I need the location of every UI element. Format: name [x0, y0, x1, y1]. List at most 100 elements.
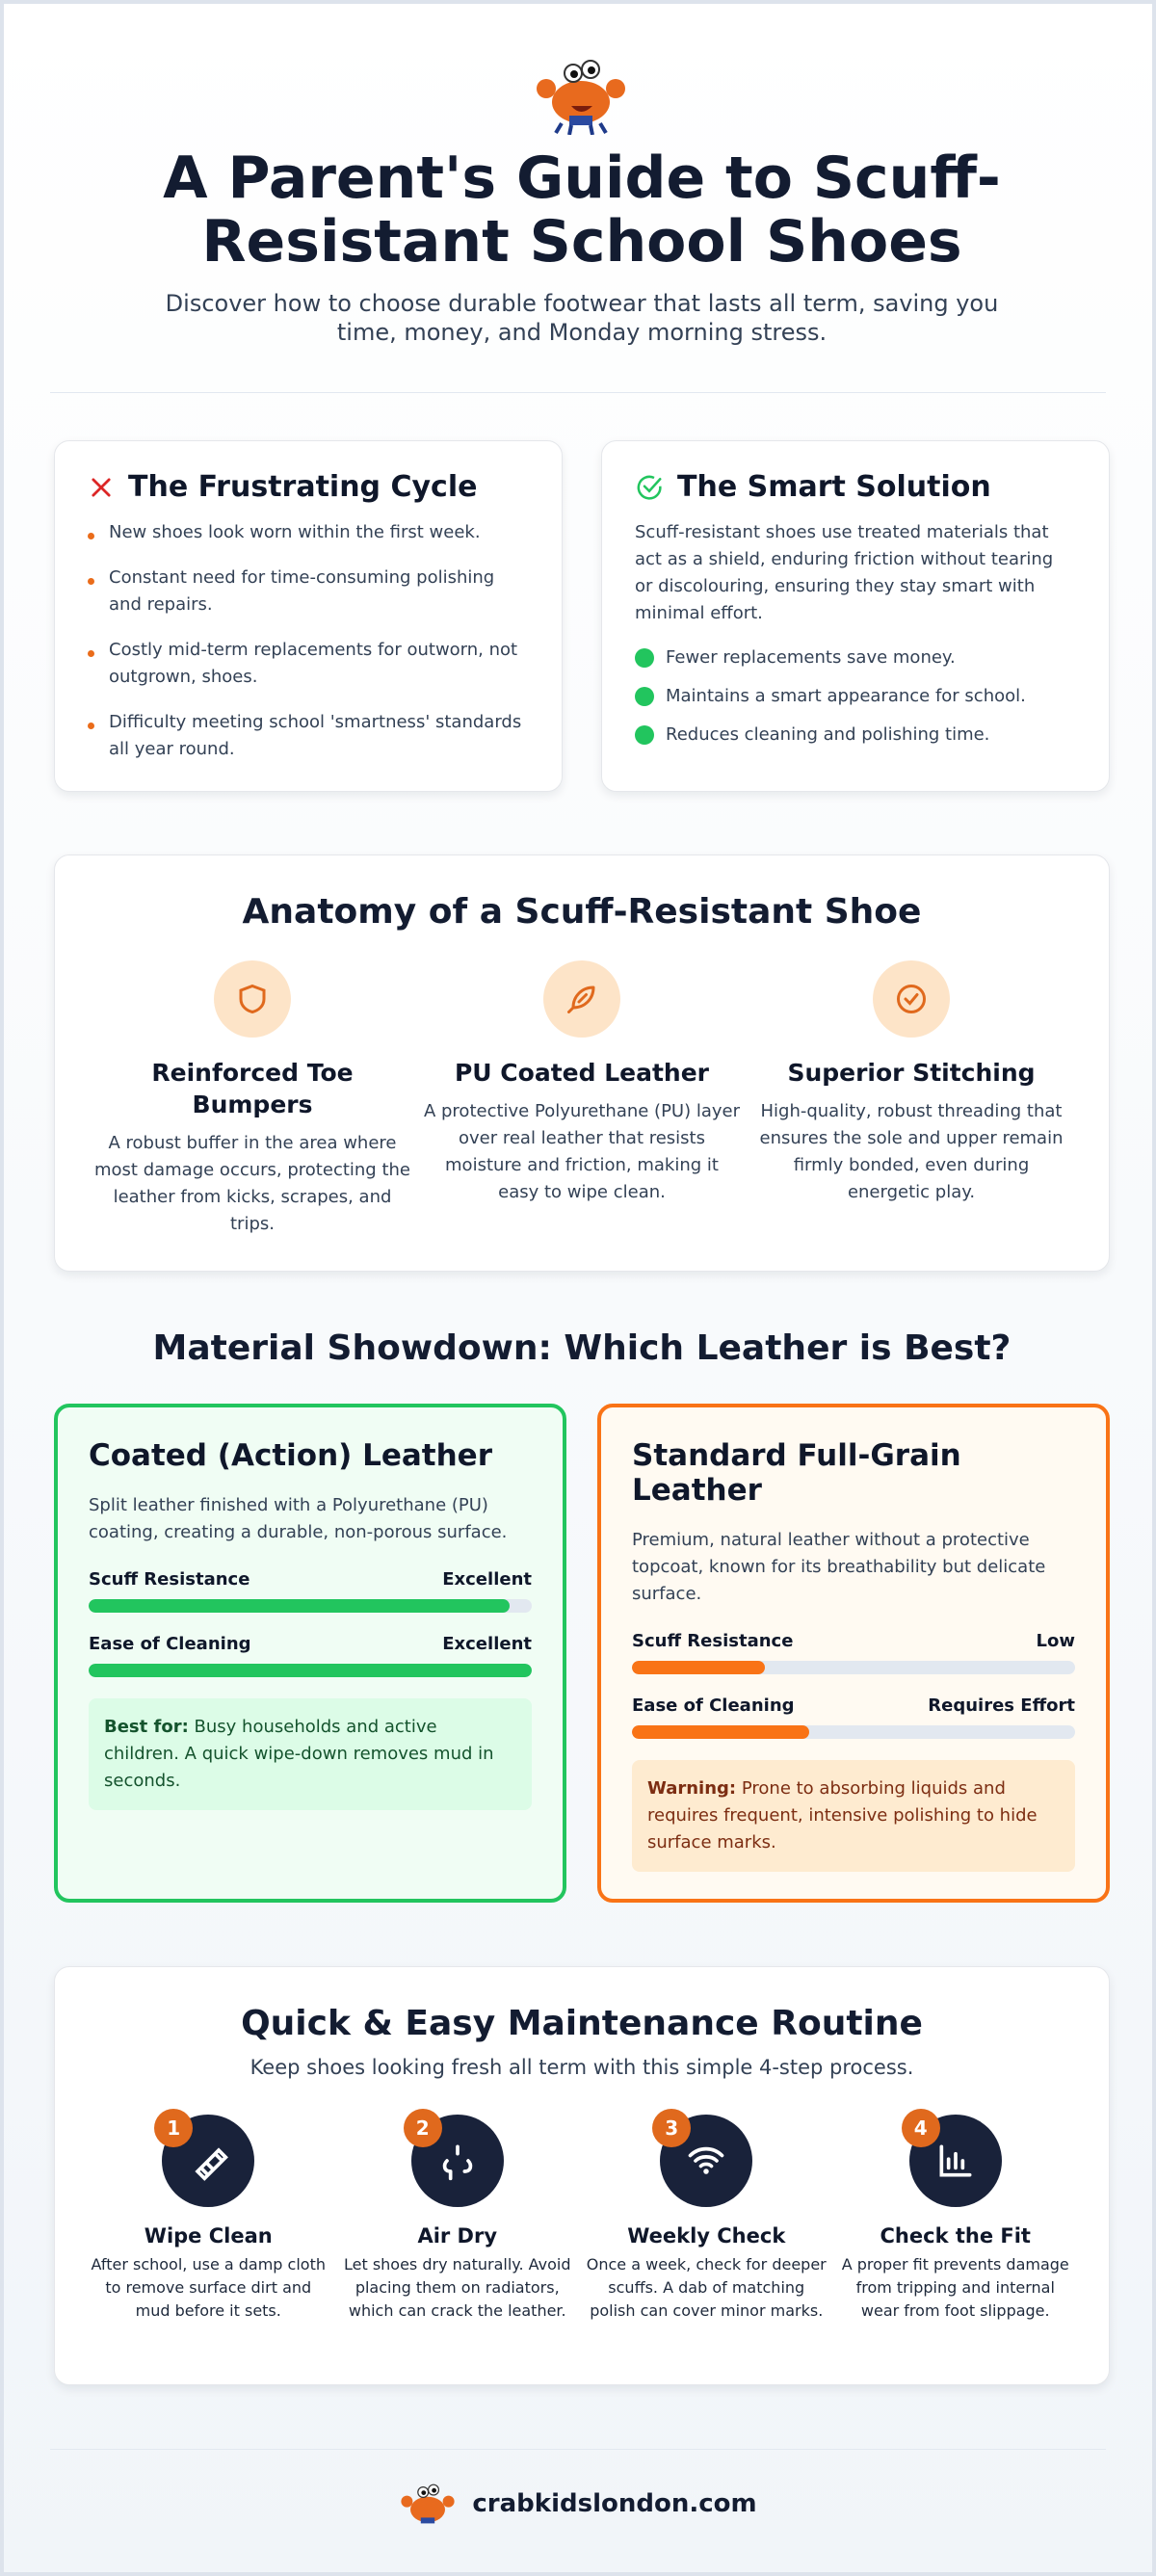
maintenance-subtitle: Keep shoes looking fresh all term with t… [250, 2056, 914, 2079]
solution-text: Scuff-resistant shoes use treated materi… [635, 522, 1054, 623]
solution-title: The Smart Solution [677, 470, 991, 504]
problem-item: Constant need for time-consuming polishi… [88, 565, 529, 618]
material-card: Standard Full-Grain Leather Premium, natu… [597, 1404, 1110, 1903]
problem-item: Costly mid-term replacements for outworn… [88, 637, 529, 691]
feature: Superior Stitching High-quality, robust … [752, 960, 1070, 1238]
problem-heading: The Frustrating Cycle [88, 470, 529, 504]
step-icon: 1 [154, 2109, 255, 2207]
step-title: Air Dry [417, 2224, 498, 2247]
note-text: Busy households and active children. A q… [104, 1717, 494, 1791]
step-text: After school, use a damp cloth to remove… [91, 2255, 326, 2320]
anatomy-card: Anatomy of a Scuff-Resistant Shoe Reinfo… [54, 854, 1110, 1272]
metric-rating: Requires Effort [928, 1695, 1075, 1716]
showdown-title: Material Showdown: Which Leather is Best… [152, 1328, 1012, 1368]
check-icon [637, 475, 662, 500]
feature-text: A robust buffer in the area where most d… [93, 1133, 410, 1234]
feature-icon [214, 960, 291, 1038]
problem-list: New shoes look worn within the first wee… [88, 519, 529, 763]
subtitle: Discover how to choose durable footwear … [165, 290, 999, 346]
step-icon: 3 [652, 2109, 753, 2207]
step-icon: 4 [901, 2109, 1002, 2207]
solution-heading: The Smart Solution [635, 470, 1076, 504]
step-title: Check the Fit [880, 2224, 1031, 2247]
note: Best for: Busy households and active chi… [89, 1698, 532, 1810]
x-icon [92, 477, 111, 497]
metric-rating: Excellent [442, 1634, 532, 1654]
solution-item: Reduces cleaning and polishing time. [635, 722, 1076, 749]
step-title: Wipe Clean [144, 2224, 273, 2247]
metric-row: Scuff Resistance Low [632, 1631, 1075, 1651]
step-icon: 2 [403, 2109, 504, 2207]
step-number: 4 [901, 2109, 940, 2147]
footer: crabkidslondon.com [4, 2478, 1152, 2530]
material-text: Premium, natural leather without a prote… [632, 1530, 1046, 1604]
metric-row: Ease of Cleaning Requires Effort [632, 1695, 1075, 1716]
problem-card: The Frustrating Cycle New shoes look wor… [54, 440, 563, 792]
anatomy-title: Anatomy of a Scuff-Resistant Shoe [242, 892, 922, 932]
metric-track [632, 1725, 1075, 1739]
material-card: Coated (Action) Leather Split leather fin… [54, 1404, 566, 1903]
check-circle-icon [897, 985, 926, 1013]
feature: Reinforced Toe Bumpers A robust buffer i… [93, 960, 411, 1238]
crab-logo [537, 60, 625, 135]
metric-track [632, 1661, 1075, 1674]
title: A Parent's Guide to Scuff-Resistant Scho… [163, 145, 1001, 276]
note-label: Best for: [104, 1717, 189, 1737]
step: 1 Wipe Clean After school, use a damp clot… [88, 2109, 328, 2323]
metric-bar [632, 1725, 809, 1739]
step-text: A proper fit prevents damage from trippi… [841, 2255, 1069, 2320]
solution-card: The Smart Solution Scuff-resistant shoes… [601, 440, 1110, 792]
metric-track [89, 1664, 532, 1677]
metric-bar [89, 1599, 510, 1613]
metric-bar [632, 1661, 765, 1674]
solution-item-text: Reduces cleaning and polishing time. [666, 724, 990, 745]
solution-list: Fewer replacements save money. Maintains… [635, 644, 1076, 749]
problem-item: Difficulty meeting school 'smartness' st… [88, 709, 529, 763]
step-number: 2 [403, 2109, 442, 2147]
solution-item-text: Fewer replacements save money. [666, 647, 956, 668]
material-title: Standard Full-Grain Leather [632, 1438, 961, 1508]
shield-icon [239, 984, 266, 1014]
solution-item: Fewer replacements save money. [635, 644, 1076, 671]
footer-site: crabkidslondon.com [472, 2489, 757, 2518]
solution-item: Maintains a smart appearance for school. [635, 683, 1076, 710]
metric-track [89, 1599, 532, 1613]
feature: PU Coated Leather A protective Polyureth… [423, 960, 741, 1238]
solution-item-text: Maintains a smart appearance for school. [666, 686, 1026, 706]
metric-bar [89, 1664, 532, 1677]
step-text: Let shoes dry naturally. Avoid placing t… [343, 2255, 571, 2320]
metric-label: Scuff Resistance [89, 1569, 250, 1590]
feature-title: Superior Stitching [787, 1059, 1036, 1087]
feature-title: Reinforced Toe Bumpers [151, 1059, 354, 1118]
step-glyph [939, 2144, 972, 2177]
metric-row: Scuff Resistance Excellent [89, 1569, 532, 1590]
step: 4 Check the Fit A proper fit prevents dama… [835, 2109, 1076, 2323]
metric-label: Ease of Cleaning [89, 1634, 251, 1654]
feature-text: A protective Polyurethane (PU) layer ove… [423, 1101, 741, 1202]
step-title: Weekly Check [627, 2224, 786, 2247]
step-glyph [195, 2147, 229, 2181]
step-glyph [442, 2144, 472, 2181]
problem-title: The Frustrating Cycle [128, 470, 478, 504]
header: A Parent's Guide to Scuff-Resistant Scho… [100, 146, 1064, 347]
step: 2 Air Dry Let shoes dry naturally. Avoid p… [337, 2109, 578, 2323]
divider [50, 392, 1106, 393]
metric-rating: Low [1036, 1631, 1075, 1651]
maintenance-title: Quick & Easy Maintenance Routine [241, 2004, 923, 2043]
footer-logo [401, 2484, 455, 2524]
feature-row: Reinforced Toe Bumpers A robust buffer i… [84, 960, 1080, 1238]
feature-icon [873, 960, 950, 1038]
bullet [635, 687, 654, 706]
step-glyph [688, 2146, 724, 2174]
material-text: Split leather finished with a Polyuretha… [89, 1495, 508, 1542]
problem-item: New shoes look worn within the first wee… [88, 519, 529, 546]
feature-text: High-quality, robust threading that ensu… [759, 1101, 1064, 1202]
note-text: Prone to absorbing liquids and requires … [647, 1778, 1038, 1853]
metric-label: Scuff Resistance [632, 1631, 794, 1651]
bullet [635, 648, 654, 668]
step-number: 1 [154, 2109, 194, 2147]
feather-icon [567, 986, 595, 1013]
feature-icon [543, 960, 620, 1038]
